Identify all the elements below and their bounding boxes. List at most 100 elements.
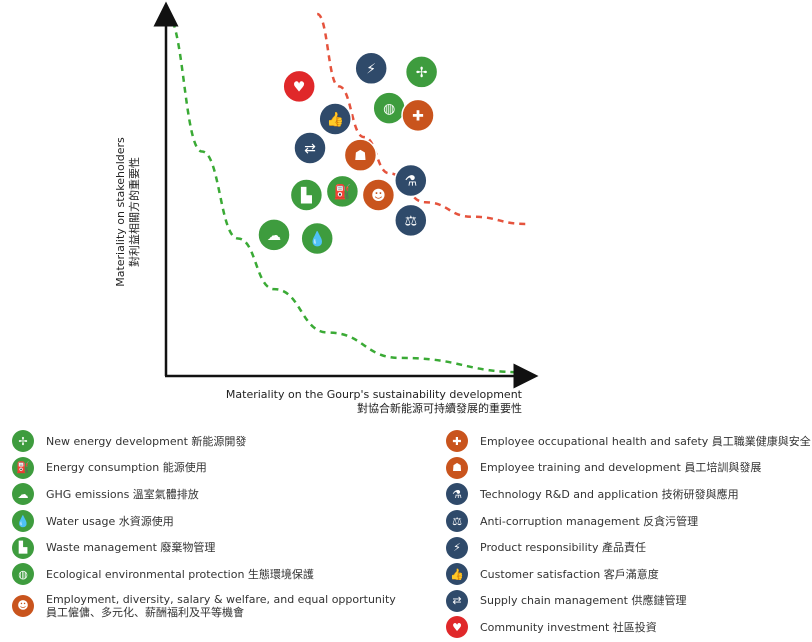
legend-label: Employment, diversity, salary & welfare,…	[46, 592, 396, 606]
heart-hands-icon	[282, 69, 316, 104]
power-tower-icon: ⚡	[446, 536, 468, 559]
legend-item-co2-cloud: ☁ GHG emissions 溫室氣體排放	[12, 481, 432, 508]
handshake-icon: ⇄	[446, 589, 468, 612]
legend-label-zh: 員工僱傭、多元化、薪酬福利及平等機會	[46, 605, 244, 619]
legend-right: ✚ Employee occupational health and safety…	[446, 428, 812, 641]
legend-item-globe: ◍ Ecological environmental protection 生態環…	[12, 561, 432, 588]
data-point-microscope-icon: ⚗	[394, 163, 428, 198]
data-point-globe-icon: ◍	[372, 91, 406, 125]
data-point-wind-turbine-icon: ✢	[404, 55, 439, 89]
microscope-icon: ⚗	[446, 483, 468, 506]
scales-icon-glyph: ⚖	[405, 213, 418, 229]
heart-hands-icon-glyph: ♥	[293, 79, 306, 95]
training-icon: ☗	[446, 456, 468, 479]
legend-label: Water usage 水資源使用	[46, 514, 174, 528]
wind-turbine-icon	[404, 55, 439, 89]
legend-label: Technology R&D and application 技術研發與應用	[480, 487, 739, 501]
thumbs-up-icon-glyph: 👍	[326, 111, 343, 128]
legend-item-microscope: ⚗ Technology R&D and application 技術研發與應用	[446, 481, 812, 508]
data-point-handshake-icon: ⇄	[293, 131, 327, 165]
data-point-water-drop-icon: 💧	[300, 221, 334, 256]
data-point-people-icon: ☻	[361, 178, 396, 212]
data-point-health-safety-icon: ✚	[401, 98, 435, 133]
legend-item-people: ☻ Employment, diversity, salary & welfare…	[12, 588, 432, 624]
microscope-icon-glyph: ⚗	[405, 174, 418, 190]
legend-label: Anti-corruption management 反貪污管理	[480, 514, 699, 528]
threshold-curve-1	[165, 12, 527, 374]
factory-icon-glyph: ▙	[300, 186, 312, 204]
legend-label: Customer satisfaction 客戶滿意度	[480, 567, 659, 581]
fuel-pump-icon	[325, 174, 360, 209]
power-tower-icon	[354, 51, 388, 86]
legend-label: GHG emissions 溫室氣體排放	[46, 487, 199, 501]
legend-label: Community investment 社區投資	[480, 620, 657, 634]
data-point-heart-hands-icon: ♥	[282, 69, 316, 104]
legend-item-training: ☗ Employee training and development 員工培訓與…	[446, 455, 812, 482]
people-icon-glyph: ☻	[371, 188, 386, 204]
water-drop-icon	[300, 221, 334, 256]
globe-icon: ◍	[12, 563, 34, 586]
people-icon: ☻	[12, 594, 34, 617]
legend-label: Energy consumption 能源使用	[46, 461, 207, 475]
data-point-thumbs-up-icon: 👍	[318, 102, 352, 136]
data-point-fuel-pump-icon: ⛽	[325, 174, 360, 209]
legend-label: Ecological environmental protection 生態環境…	[46, 567, 314, 581]
handshake-icon	[293, 131, 327, 165]
scales-icon: ⚖	[446, 510, 468, 533]
water-drop-icon: 💧	[12, 510, 34, 533]
y-axis-label-zh: 對利益相關方的重要性	[128, 157, 141, 267]
legend-label: Supply chain management 供應鏈管理	[480, 594, 687, 608]
legend-item-thumbs-up: 👍 Customer satisfaction 客戶滿意度	[446, 561, 812, 588]
legend-item-wind-turbine: ✢ New energy development 新能源開發	[12, 428, 432, 455]
legend-item-scales: ⚖ Anti-corruption management 反貪污管理	[446, 508, 812, 535]
legend-label: Employee training and development 員工培訓與發…	[480, 461, 762, 475]
training-icon	[343, 138, 378, 172]
heart-hands-icon: ♥	[446, 616, 468, 639]
water-drop-icon-glyph: 💧	[308, 230, 325, 247]
legend-label: Employee occupational health and safety …	[480, 434, 811, 448]
factory-icon	[289, 178, 324, 212]
globe-icon-glyph: ◍	[383, 101, 395, 117]
co2-cloud-icon-glyph: ☁	[267, 228, 281, 244]
legend-item-water-drop: 💧 Water usage 水資源使用	[12, 508, 432, 535]
legend-left: ✢ New energy development 新能源開發 ⛽ Energy con…	[12, 428, 432, 624]
legend-label: Waste management 廢棄物管理	[46, 541, 216, 555]
legend-item-handshake: ⇄ Supply chain management 供應鏈管理	[446, 588, 812, 615]
legend-item-power-tower: ⚡ Product responsibility 產品責任	[446, 534, 812, 561]
people-icon	[361, 178, 396, 212]
materiality-matrix-chart: ♥ ⚡ ✢ ◍ ✚ 👍 ⇄ ☗ ⚗ ▙ ⛽ ☻ ⚖ ☁ 💧	[153, 1, 539, 389]
health-safety-icon-glyph: ✚	[412, 108, 424, 124]
data-point-factory-icon: ▙	[289, 178, 324, 212]
data-point-power-tower-icon: ⚡	[354, 51, 388, 86]
legend-label: New energy development 新能源開發	[46, 434, 247, 448]
legend-label: Product responsibility 產品責任	[480, 541, 646, 555]
health-safety-icon: ✚	[446, 430, 468, 453]
x-axis-label: Materiality on the Gourp's sustainabilit…	[226, 388, 522, 416]
data-point-training-icon: ☗	[343, 138, 378, 172]
fuel-pump-icon: ⛽	[12, 456, 34, 479]
thumbs-up-icon: 👍	[446, 563, 468, 586]
y-axis-label-en: Materiality on stakeholders	[114, 137, 127, 287]
legend-item-fuel-pump: ⛽ Energy consumption 能源使用	[12, 455, 432, 482]
x-axis-label-zh: 對協合新能源可持續發展的重要性	[357, 402, 522, 415]
legend-item-health-safety: ✚ Employee occupational health and safety…	[446, 428, 812, 455]
co2-cloud-icon	[257, 218, 291, 252]
handshake-icon-glyph: ⇄	[304, 141, 316, 157]
health-safety-icon	[401, 98, 435, 133]
power-tower-icon-glyph: ⚡	[366, 61, 376, 77]
legend-item-factory: ▙ Waste management 廢棄物管理	[12, 534, 432, 561]
co2-cloud-icon: ☁	[12, 483, 34, 506]
fuel-pump-icon-glyph: ⛽	[334, 183, 351, 200]
factory-icon: ▙	[12, 536, 34, 559]
scales-icon	[394, 203, 428, 238]
data-point-scales-icon: ⚖	[394, 203, 428, 238]
training-icon-glyph: ☗	[354, 148, 367, 164]
data-point-co2-cloud-icon: ☁	[257, 218, 291, 252]
wind-turbine-icon: ✢	[12, 430, 34, 453]
y-axis-label: Materiality on stakeholders 對利益相關方的重要性	[114, 137, 142, 287]
legend-item-heart-hands: ♥ Community investment 社區投資	[446, 614, 812, 641]
microscope-icon	[394, 163, 428, 198]
thumbs-up-icon	[318, 102, 352, 136]
wind-turbine-icon-glyph: ✢	[416, 65, 428, 81]
x-axis-label-en: Materiality on the Gourp's sustainabilit…	[225, 388, 522, 401]
